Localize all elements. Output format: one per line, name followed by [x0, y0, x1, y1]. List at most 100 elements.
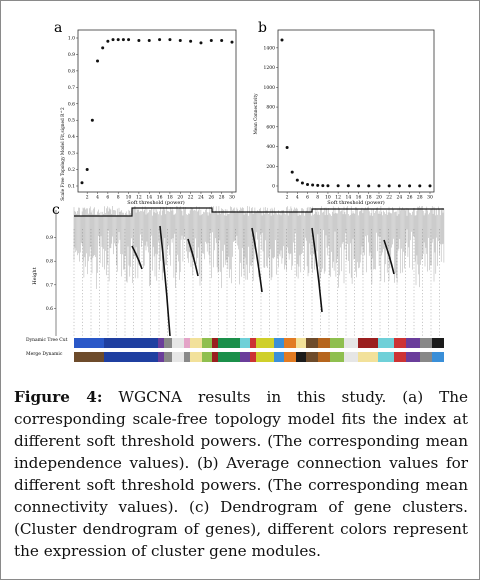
a-data-point — [147, 38, 151, 42]
module-color-segment — [330, 352, 344, 362]
b-xtick-label: 16 — [356, 195, 362, 201]
a-xtick-label: 28 — [219, 195, 225, 201]
module-color-segment — [306, 338, 318, 348]
module-color-segment — [212, 338, 218, 348]
b-ytick-label: 0 — [272, 184, 275, 190]
a-data-point — [220, 38, 224, 42]
module-color-segment — [284, 352, 296, 362]
module-color-segment — [358, 352, 378, 362]
module-color-segment — [274, 338, 284, 348]
module-color-segment — [318, 352, 330, 362]
panel-a-scatter: a Scale Free Topology Model Fit,signed R… — [54, 20, 237, 206]
b-data-point — [377, 184, 381, 188]
b-data-point — [428, 184, 432, 188]
b-ytick-label: 1400 — [264, 45, 276, 51]
panel-b-axes — [277, 29, 435, 193]
dendrogram-tree — [73, 206, 445, 337]
a-data-point — [230, 40, 234, 44]
a-data-point — [96, 59, 100, 63]
b-xtick-label: 26 — [407, 195, 413, 201]
module-color-segment — [394, 338, 406, 348]
module-color-segment — [330, 338, 344, 348]
a-xtick-label: 24 — [198, 195, 204, 201]
b-data-point — [316, 183, 320, 187]
module-color-segment — [218, 338, 240, 348]
module-color-segment — [74, 352, 104, 362]
module-color-segment — [406, 352, 420, 362]
module-color-segment — [184, 352, 190, 362]
b-data-point — [321, 184, 325, 188]
a-xtick-label: 16 — [157, 195, 163, 201]
module-color-segment — [284, 338, 296, 348]
dendrogram-branch — [383, 239, 395, 275]
dendrogram-branch — [311, 227, 323, 313]
module-color-segment — [164, 352, 172, 362]
dendrogram-branch — [159, 225, 171, 337]
c-ytick-label: 0.8 — [46, 259, 53, 265]
figure-caption-text: WGCNA results in this study. (a) The cor… — [14, 388, 468, 560]
b-data-point — [300, 181, 304, 185]
module-color-segment — [250, 352, 256, 362]
a-ytick-label: 0.2 — [68, 167, 75, 173]
b-ytick-label: 1200 — [264, 65, 276, 71]
a-xtick-label: 18 — [167, 195, 173, 201]
a-ytick-label: 0.1 — [68, 184, 75, 190]
a-xtick-label: 2 — [86, 195, 89, 201]
a-data-point — [158, 38, 162, 42]
dendrogram-canopy — [74, 207, 444, 217]
module-color-segment — [296, 338, 306, 348]
b-data-point — [357, 184, 361, 188]
module-color-segment — [274, 352, 284, 362]
b-ytick-label: 800 — [266, 105, 275, 111]
b-xtick-label: 30 — [427, 195, 433, 201]
module-color-segment — [296, 352, 306, 362]
panel-a-label: a — [54, 20, 62, 36]
b-xtick-label: 10 — [325, 195, 331, 201]
a-xtick-label: 30 — [229, 195, 235, 201]
panel-b-label: b — [258, 20, 267, 36]
a-data-point — [127, 38, 131, 42]
module-color-segment — [406, 338, 420, 348]
a-ytick-label: 0.9 — [68, 52, 75, 58]
dendrogram-branch — [251, 227, 263, 293]
a-xtick-label: 14 — [146, 195, 152, 201]
a-xtick-label: 10 — [126, 195, 132, 201]
module-color-segment — [378, 352, 394, 362]
a-data-point — [189, 39, 193, 43]
module-color-segment — [378, 338, 394, 348]
module-color-segment — [358, 338, 378, 348]
a-ytick-label: 0.5 — [68, 118, 75, 124]
b-data-point — [367, 184, 371, 188]
module-color-segment — [74, 338, 104, 348]
b-data-point — [387, 184, 391, 188]
module-color-segment — [250, 338, 256, 348]
module-color-segment — [394, 352, 406, 362]
bar-label-merge-dynamic: Merge Dynamic — [26, 351, 63, 357]
b-xtick-label: 6 — [306, 195, 309, 201]
b-xtick-label: 22 — [386, 195, 392, 201]
panel-b-ylabel: Mean Connectivity — [254, 93, 259, 135]
a-xtick-label: 26 — [208, 195, 214, 201]
b-xtick-label: 20 — [376, 195, 382, 201]
a-data-point — [106, 39, 110, 43]
b-data-point — [280, 38, 284, 42]
b-xtick-label: 12 — [335, 195, 341, 201]
a-xtick-label: 8 — [117, 195, 120, 201]
module-color-segment — [218, 352, 240, 362]
a-ytick-label: 0.4 — [68, 134, 75, 140]
panel-a-axes — [77, 29, 237, 193]
panel-c-dendrogram: c Height 0.60.70.80.9 Dynamic Tree Cut M… — [26, 202, 445, 362]
a-ytick-label: 0.7 — [68, 85, 75, 91]
module-color-segment — [172, 338, 184, 348]
module-color-segment — [164, 338, 172, 348]
bar-label-dynamic-tree-cut: Dynamic Tree Cut — [26, 337, 68, 343]
module-color-segment — [432, 338, 444, 348]
a-xtick-label: 6 — [106, 195, 109, 201]
module-color-segment — [212, 352, 218, 362]
a-xtick-label: 22 — [188, 195, 194, 201]
module-color-segment — [172, 352, 184, 362]
b-data-point — [346, 184, 350, 188]
b-data-point — [336, 184, 340, 188]
module-color-segment — [104, 338, 158, 348]
b-xtick-label: 2 — [286, 195, 289, 201]
